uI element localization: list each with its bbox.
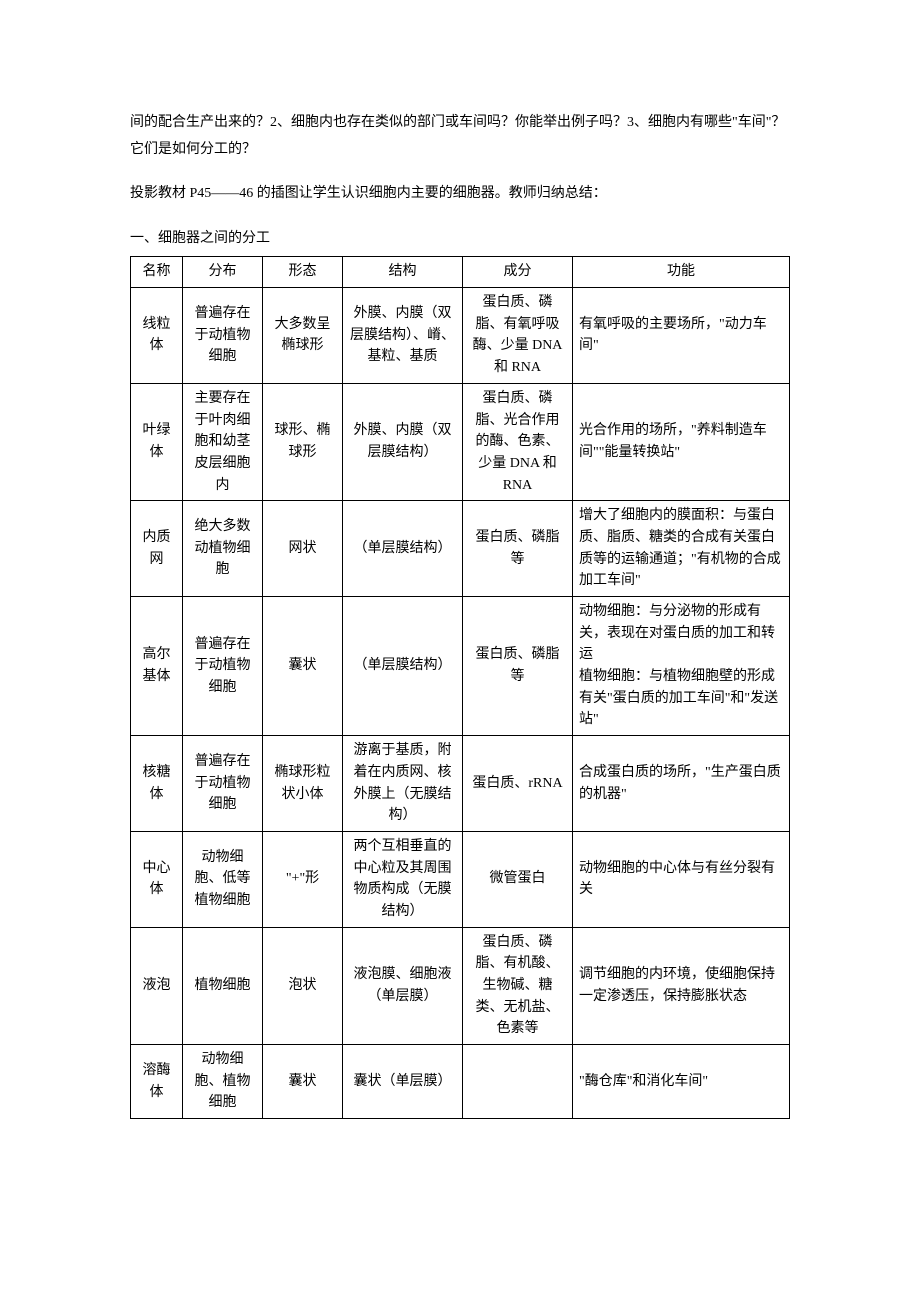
cell-dist: 植物细胞: [183, 927, 263, 1044]
table-row: 叶绿体 主要存在于叶肉细胞和幼茎皮层细胞内 球形、椭球形 外膜、内膜（双层膜结构…: [131, 383, 790, 500]
cell-func: 合成蛋白质的场所，"生产蛋白质的机器": [573, 736, 790, 832]
cell-struct: （单层膜结构）: [343, 597, 463, 736]
table-row: 线粒体 普遍存在于动植物细胞 大多数呈椭球形 外膜、内膜（双层膜结构）、嵴、基粒…: [131, 288, 790, 384]
header-name: 名称: [131, 257, 183, 288]
header-comp: 成分: [463, 257, 573, 288]
section-title: 一、细胞器之间的分工: [130, 226, 790, 253]
cell-dist: 绝大多数动植物细胞: [183, 501, 263, 597]
cell-shape: 囊状: [263, 1045, 343, 1119]
cell-struct: 液泡膜、细胞液（单层膜）: [343, 927, 463, 1044]
cell-name: 高尔基体: [131, 597, 183, 736]
cell-shape: 球形、椭球形: [263, 383, 343, 500]
intro-paragraph-2: 投影教材 P45——46 的插图让学生认识细胞内主要的细胞器。教师归纳总结：: [130, 181, 790, 208]
table-row: 中心体 动物细胞、低等植物细胞 "+"形 两个互相垂直的中心粒及其周围物质构成（…: [131, 831, 790, 927]
cell-name: 内质网: [131, 501, 183, 597]
cell-func: 调节细胞的内环境，使细胞保持一定渗透压，保持膨胀状态: [573, 927, 790, 1044]
cell-func: 动物细胞：与分泌物的形成有关，表现在对蛋白质的加工和转运植物细胞：与植物细胞壁的…: [573, 597, 790, 736]
cell-dist: 普遍存在于动植物细胞: [183, 288, 263, 384]
cell-dist: 动物细胞、植物细胞: [183, 1045, 263, 1119]
cell-comp: 蛋白质、磷脂、有机酸、生物碱、糖类、无机盐、色素等: [463, 927, 573, 1044]
table-row: 液泡 植物细胞 泡状 液泡膜、细胞液（单层膜） 蛋白质、磷脂、有机酸、生物碱、糖…: [131, 927, 790, 1044]
cell-name: 核糖体: [131, 736, 183, 832]
cell-func: 光合作用的场所，"养料制造车间""能量转换站": [573, 383, 790, 500]
cell-struct: （单层膜结构）: [343, 501, 463, 597]
cell-shape: 囊状: [263, 597, 343, 736]
cell-dist: 动物细胞、低等植物细胞: [183, 831, 263, 927]
header-shape: 形态: [263, 257, 343, 288]
cell-dist: 普遍存在于动植物细胞: [183, 597, 263, 736]
cell-func: 有氧呼吸的主要场所，"动力车间": [573, 288, 790, 384]
table-row: 溶酶体 动物细胞、植物细胞 囊状 囊状（单层膜） "酶仓库"和消化车间": [131, 1045, 790, 1119]
cell-comp: 蛋白质、磷脂等: [463, 597, 573, 736]
table-row: 核糖体 普遍存在于动植物细胞 椭球形粒状小体 游离于基质，附着在内质网、核外膜上…: [131, 736, 790, 832]
cell-shape: "+"形: [263, 831, 343, 927]
table-header-row: 名称 分布 形态 结构 成分 功能: [131, 257, 790, 288]
cell-comp: [463, 1045, 573, 1119]
cell-struct: 游离于基质，附着在内质网、核外膜上（无膜结构）: [343, 736, 463, 832]
organelle-table: 名称 分布 形态 结构 成分 功能 线粒体 普遍存在于动植物细胞 大多数呈椭球形…: [130, 256, 790, 1119]
cell-name: 液泡: [131, 927, 183, 1044]
cell-struct: 外膜、内膜（双层膜结构）: [343, 383, 463, 500]
cell-name: 线粒体: [131, 288, 183, 384]
cell-dist: 主要存在于叶肉细胞和幼茎皮层细胞内: [183, 383, 263, 500]
header-struct: 结构: [343, 257, 463, 288]
cell-name: 溶酶体: [131, 1045, 183, 1119]
cell-comp: 蛋白质、磷脂、有氧呼吸酶、少量 DNA 和 RNA: [463, 288, 573, 384]
cell-name: 中心体: [131, 831, 183, 927]
cell-shape: 网状: [263, 501, 343, 597]
table-row: 高尔基体 普遍存在于动植物细胞 囊状 （单层膜结构） 蛋白质、磷脂等 动物细胞：…: [131, 597, 790, 736]
cell-shape: 大多数呈椭球形: [263, 288, 343, 384]
cell-struct: 两个互相垂直的中心粒及其周围物质构成（无膜结构）: [343, 831, 463, 927]
intro-paragraph-1: 间的配合生产出来的？2、细胞内也存在类似的部门或车间吗？你能举出例子吗？3、细胞…: [130, 110, 790, 163]
cell-shape: 椭球形粒状小体: [263, 736, 343, 832]
header-dist: 分布: [183, 257, 263, 288]
cell-func: 增大了细胞内的膜面积：与蛋白质、脂质、糖类的合成有关蛋白质等的运输通道；"有机物…: [573, 501, 790, 597]
cell-shape: 泡状: [263, 927, 343, 1044]
cell-comp: 蛋白质、rRNA: [463, 736, 573, 832]
cell-struct: 囊状（单层膜）: [343, 1045, 463, 1119]
cell-comp: 蛋白质、磷脂等: [463, 501, 573, 597]
cell-dist: 普遍存在于动植物细胞: [183, 736, 263, 832]
header-func: 功能: [573, 257, 790, 288]
cell-name: 叶绿体: [131, 383, 183, 500]
cell-func: "酶仓库"和消化车间": [573, 1045, 790, 1119]
table-row: 内质网 绝大多数动植物细胞 网状 （单层膜结构） 蛋白质、磷脂等 增大了细胞内的…: [131, 501, 790, 597]
cell-func: 动物细胞的中心体与有丝分裂有关: [573, 831, 790, 927]
cell-comp: 蛋白质、磷脂、光合作用的酶、色素、少量 DNA 和 RNA: [463, 383, 573, 500]
cell-struct: 外膜、内膜（双层膜结构）、嵴、基粒、基质: [343, 288, 463, 384]
cell-comp: 微管蛋白: [463, 831, 573, 927]
